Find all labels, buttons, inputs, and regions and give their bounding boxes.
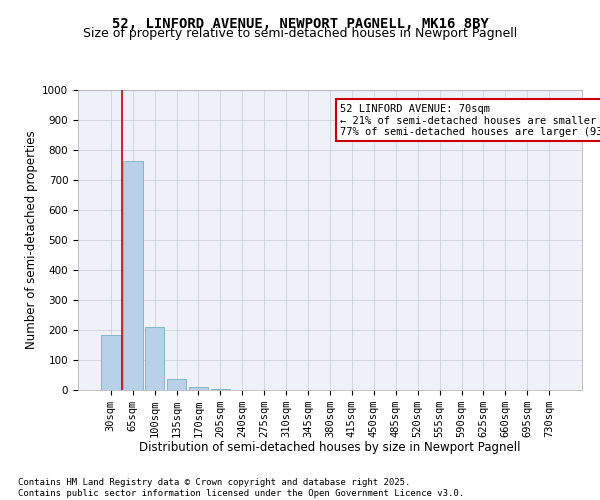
Bar <box>101 334 121 390</box>
Text: 52, LINFORD AVENUE, NEWPORT PAGNELL, MK16 8BY: 52, LINFORD AVENUE, NEWPORT PAGNELL, MK1… <box>112 18 488 32</box>
Text: 52 LINFORD AVENUE: 70sqm
← 21% of semi-detached houses are smaller (253)
77% of : 52 LINFORD AVENUE: 70sqm ← 21% of semi-d… <box>340 104 600 136</box>
Bar <box>211 389 230 390</box>
X-axis label: Distribution of semi-detached houses by size in Newport Pagnell: Distribution of semi-detached houses by … <box>139 442 521 454</box>
Bar <box>145 327 164 390</box>
Text: Size of property relative to semi-detached houses in Newport Pagnell: Size of property relative to semi-detach… <box>83 28 517 40</box>
Bar <box>123 160 143 390</box>
Bar <box>188 387 208 390</box>
Y-axis label: Number of semi-detached properties: Number of semi-detached properties <box>25 130 38 350</box>
Bar <box>167 379 187 390</box>
Text: Contains HM Land Registry data © Crown copyright and database right 2025.
Contai: Contains HM Land Registry data © Crown c… <box>18 478 464 498</box>
